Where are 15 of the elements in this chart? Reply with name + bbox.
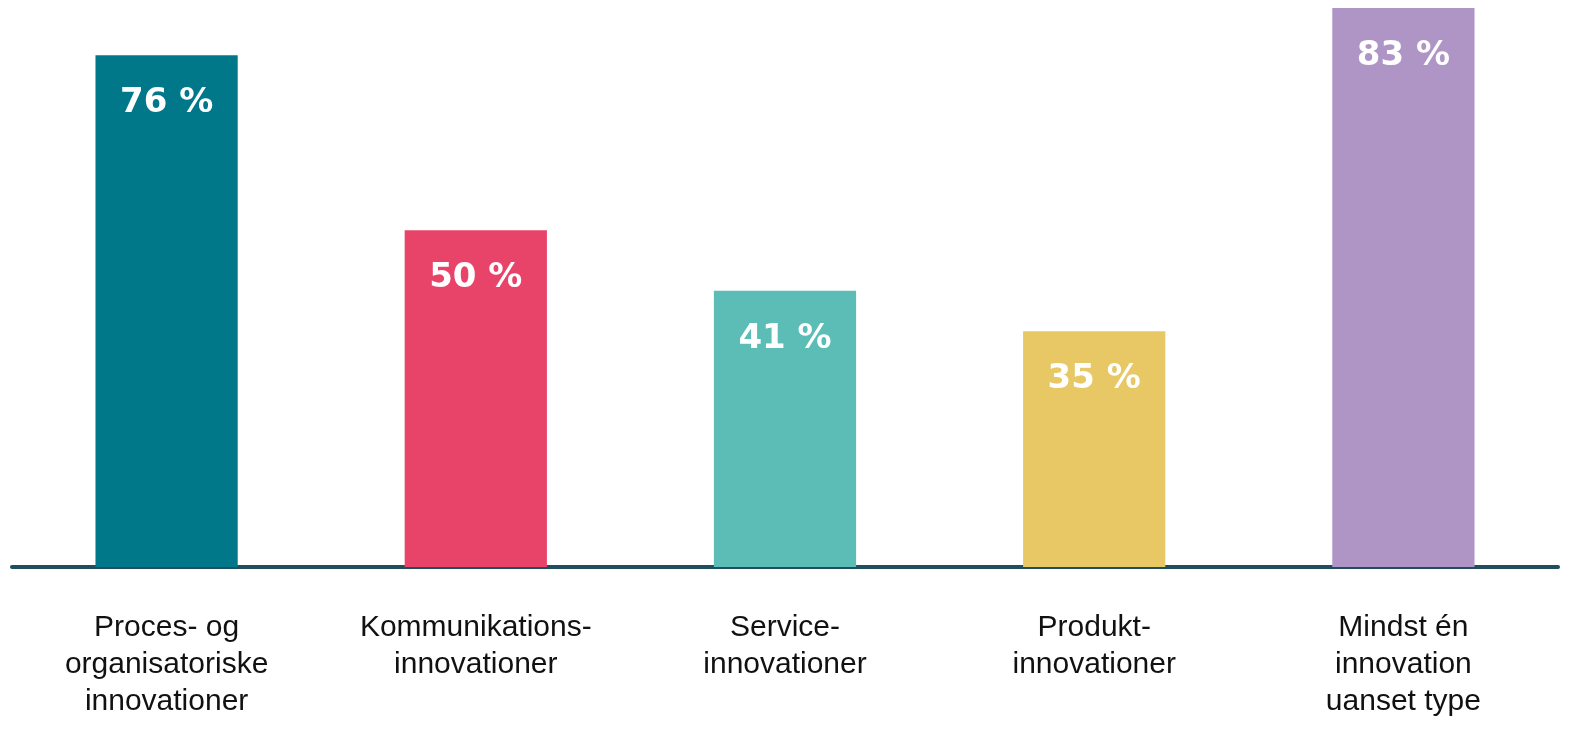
x-tick-label: Mindst én innovation uanset type xyxy=(1325,609,1481,716)
bar xyxy=(1023,331,1166,567)
data-label: 83 % xyxy=(1356,33,1451,73)
data-label: 50 % xyxy=(429,255,523,296)
bar xyxy=(713,290,857,567)
bar xyxy=(1332,8,1475,567)
data-label: 76 % xyxy=(119,80,214,121)
data-label: 35 % xyxy=(1047,356,1141,397)
bar xyxy=(404,230,547,567)
x-tick-label: Kommunikations- innovationer xyxy=(359,609,592,679)
x-tick-label: Proces- og organisatoriske innovationer xyxy=(64,609,269,716)
bar xyxy=(95,55,238,567)
x-tick-label: Produkt- innovationer xyxy=(1012,609,1176,679)
x-tick-label: Service- innovationer xyxy=(703,609,867,679)
data-label: 41 % xyxy=(738,315,832,356)
